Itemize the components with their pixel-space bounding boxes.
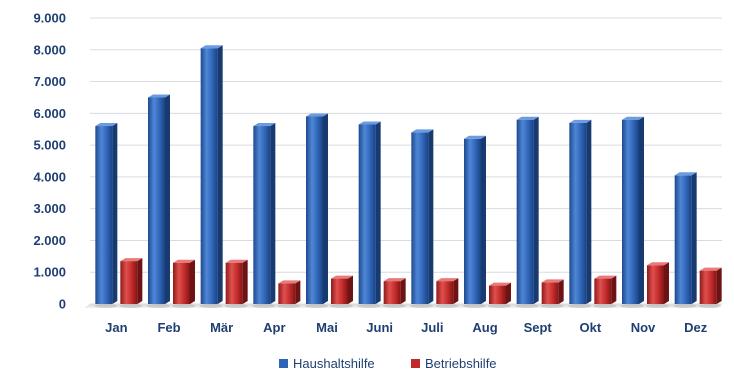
legend-item-haushaltshilfe: Haushaltshilfe xyxy=(279,356,375,371)
bar-haushaltshilfe-0 xyxy=(94,123,118,308)
x-axis-category-labels: Jan Feb Mär Apr Mai Juni Juli Aug Sept Okt Nov Dez xyxy=(105,320,708,335)
legend: Haushaltshilfe Betriebshilfe xyxy=(279,356,497,371)
x-category-label: Feb xyxy=(157,320,180,335)
legend-label: Haushaltshilfe xyxy=(293,356,375,371)
floor-surface xyxy=(84,304,722,308)
bar-betriebshilfe-0 xyxy=(119,258,143,308)
y-tick-label: 9.000 xyxy=(33,11,66,26)
chart-floor xyxy=(84,304,722,308)
x-category-label: Okt xyxy=(579,320,601,335)
x-category-label: Apr xyxy=(263,320,285,335)
y-axis-tick-labels: 0 1.000 2.000 3.000 4.000 5.000 6.000 7.000 8.00… xyxy=(33,11,66,312)
bar-haushaltshilfe-9 xyxy=(568,119,592,308)
legend-item-betriebshilfe: Betriebshilfe xyxy=(411,356,497,371)
bar-haushaltshilfe-4 xyxy=(305,113,328,308)
bar-haushaltshilfe-5 xyxy=(357,121,381,308)
bar-betriebshilfe-10 xyxy=(646,262,669,308)
bar-betriebshilfe-8 xyxy=(540,279,564,308)
bar-betriebshilfe-6 xyxy=(435,278,459,308)
y-tick-label: 7.000 xyxy=(33,74,66,89)
y-tick-label: 8.000 xyxy=(33,42,66,57)
bar-haushaltshilfe-3 xyxy=(252,123,276,308)
bar-betriebshilfe-11 xyxy=(698,267,722,308)
x-category-label: Juni xyxy=(366,320,393,335)
bar-betriebshilfe-5 xyxy=(382,278,406,308)
y-tick-label: 5.000 xyxy=(33,138,66,153)
y-tick-label: 4.000 xyxy=(33,169,66,184)
bar-betriebshilfe-2 xyxy=(224,259,248,308)
x-category-label: Juli xyxy=(421,320,443,335)
bar-haushaltshilfe-11 xyxy=(673,172,697,308)
x-category-label: Aug xyxy=(472,320,497,335)
bar-haushaltshilfe-6 xyxy=(410,129,434,308)
bar-betriebshilfe-9 xyxy=(593,275,617,308)
bar-haushaltshilfe-1 xyxy=(147,94,170,308)
bar-haushaltshilfe-7 xyxy=(463,135,486,308)
bar-betriebshilfe-4 xyxy=(330,275,353,308)
legend-label: Betriebshilfe xyxy=(425,356,497,371)
x-category-label: Dez xyxy=(684,320,708,335)
x-category-label: Nov xyxy=(631,320,656,335)
bar-haushaltshilfe-2 xyxy=(199,45,223,308)
legend-swatch xyxy=(411,359,420,368)
bar-haushaltshilfe-10 xyxy=(621,116,644,308)
x-category-label: Mär xyxy=(210,320,233,335)
y-tick-label: 2.000 xyxy=(33,233,66,248)
bar-betriebshilfe-7 xyxy=(488,282,511,308)
x-category-label: Mai xyxy=(316,320,338,335)
bar-haushaltshilfe-8 xyxy=(515,116,539,308)
x-category-label: Sept xyxy=(524,320,553,335)
legend-swatch xyxy=(279,359,288,368)
y-tick-label: 3.000 xyxy=(33,201,66,216)
bar-betriebshilfe-3 xyxy=(277,280,301,308)
bar-betriebshilfe-1 xyxy=(172,259,195,308)
bars xyxy=(94,45,722,308)
y-tick-label: 1.000 xyxy=(33,265,66,280)
y-tick-label: 0 xyxy=(59,297,66,312)
y-tick-label: 6.000 xyxy=(33,106,66,121)
x-category-label: Jan xyxy=(105,320,127,335)
gridlines xyxy=(90,17,722,305)
